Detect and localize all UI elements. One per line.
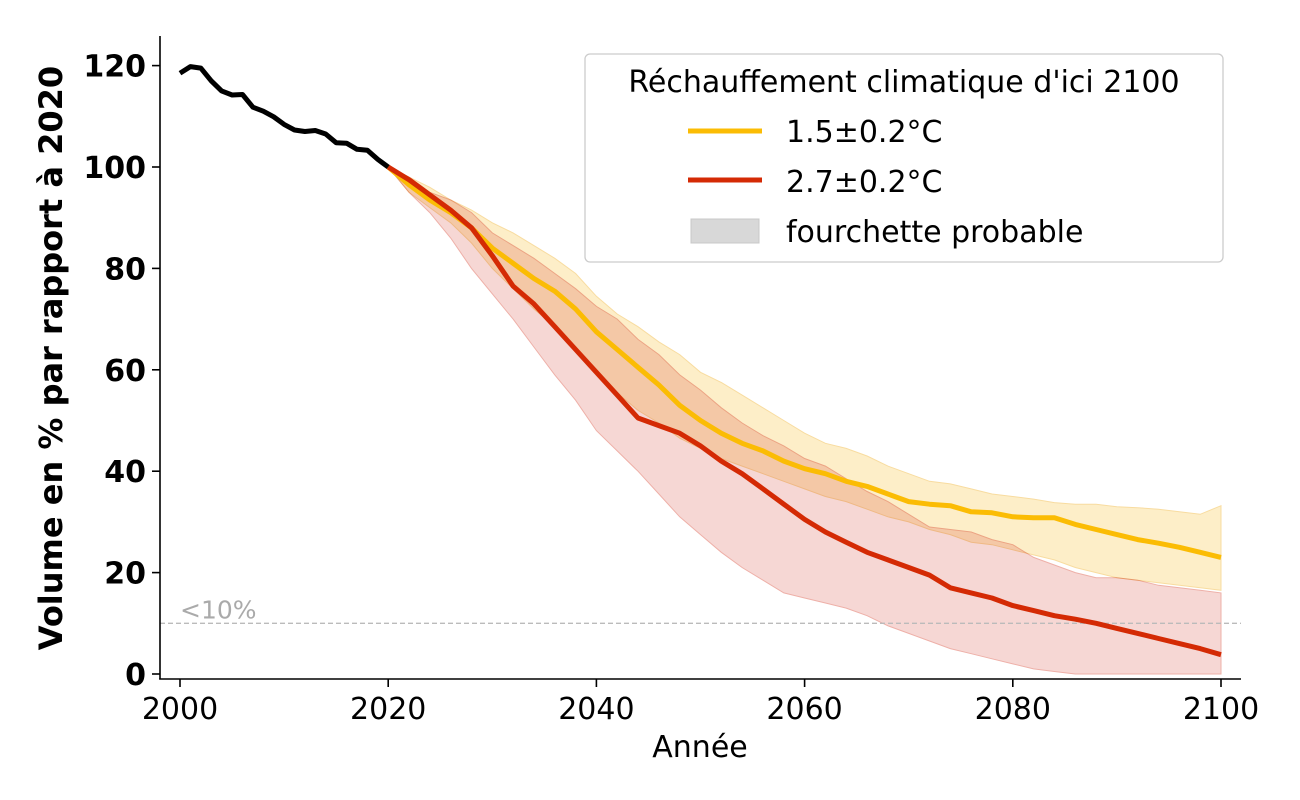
x-tick-label: 2000: [142, 692, 218, 727]
y-tick-label: 20: [104, 557, 146, 592]
series-lines: [178, 64, 1222, 658]
legend-swatch-range: [690, 218, 760, 244]
legend-label-1-5c: 1.5±0.2°C: [786, 115, 943, 150]
legend-label-range: fourchette probable: [786, 215, 1083, 250]
y-tick-label: 0: [125, 658, 146, 693]
series-line-15c: [386, 165, 1222, 560]
band-27c: [387, 166, 1222, 675]
x-axis-title: Année: [652, 730, 747, 765]
legend-label-2-7c: 2.7±0.2°C: [786, 165, 943, 200]
y-tick-label: 120: [83, 50, 146, 85]
x-ticks: 2000 2020 2040 2060 2080 2100: [142, 679, 1259, 727]
y-tick-label: 80: [104, 252, 146, 287]
reference-line-label: <10%: [180, 595, 257, 624]
y-ticks: 0 20 40 60 80 100 120: [83, 50, 160, 693]
x-tick-label: 2060: [766, 692, 842, 727]
series-line-27c: [386, 164, 1222, 658]
y-tick-label: 100: [83, 151, 146, 186]
x-tick-label: 2100: [1183, 692, 1259, 727]
legend: Réchauffement climatique d'ici 2100 1.5±…: [584, 53, 1224, 263]
legend-frame: [584, 53, 1224, 263]
legend-title: Réchauffement climatique d'ici 2100: [628, 65, 1179, 100]
series-line-historical: [178, 64, 390, 170]
y-tick-label: 40: [104, 455, 146, 490]
y-tick-label: 60: [104, 354, 146, 389]
x-tick-label: 2040: [558, 692, 634, 727]
x-tick-label: 2020: [350, 692, 426, 727]
x-tick-label: 2080: [975, 692, 1051, 727]
y-axis-title: Volume en % par rapport à 2020: [32, 66, 70, 650]
